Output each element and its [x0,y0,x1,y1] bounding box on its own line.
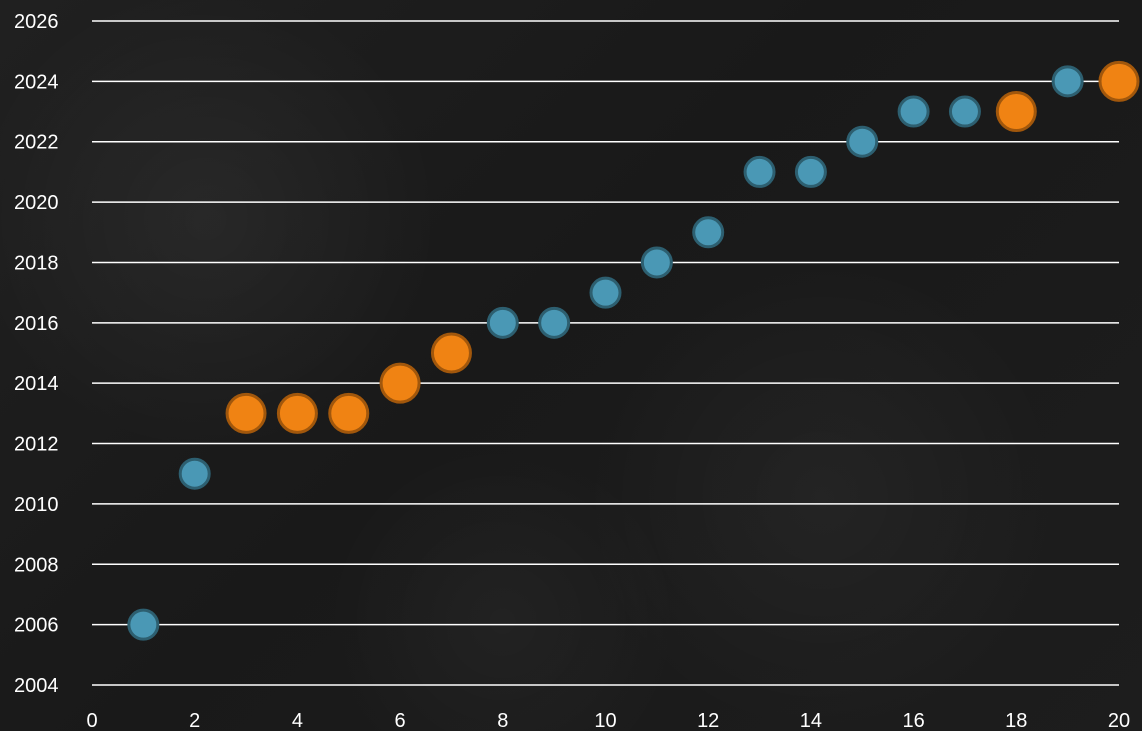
x-tick-label: 12 [697,710,719,731]
data-point [430,332,472,374]
y-tick-label: 2014 [14,373,59,395]
x-tick-label: 10 [594,710,616,731]
y-tick-label: 2018 [14,252,59,274]
y-tick-label: 2010 [14,494,59,516]
x-tick-label: 2 [189,710,200,731]
y-tick-label: 2004 [14,675,59,697]
data-point [846,125,879,158]
data-point [486,306,519,339]
data-point [897,95,930,128]
data-point [127,608,160,641]
x-tick-label: 18 [1005,710,1027,731]
data-point [995,91,1037,133]
data-point [225,392,267,434]
data-points [127,60,1140,641]
gridlines [92,20,1119,686]
x-tick-label: 14 [800,710,822,731]
x-tick-label: 0 [86,710,97,731]
x-tick-label: 6 [395,710,406,731]
x-tick-label: 4 [292,710,303,731]
y-tick-label: 2012 [14,434,59,456]
data-point [276,392,318,434]
data-point [948,95,981,128]
data-point [1051,65,1084,98]
tick-labels: 2026202420222020201820162014201220102008… [14,11,1130,731]
y-tick-label: 2016 [14,313,59,335]
y-tick-label: 2022 [14,132,59,154]
y-tick-label: 2026 [14,11,59,33]
data-point [692,216,725,249]
y-tick-label: 2020 [14,192,59,214]
data-point [538,306,571,339]
data-point [640,246,673,279]
data-point [328,392,370,434]
data-point [178,457,211,490]
data-point [379,362,421,404]
x-tick-label: 8 [497,710,508,731]
data-point [794,155,827,188]
y-tick-label: 2008 [14,554,59,576]
data-point [589,276,622,309]
data-point [743,155,776,188]
y-tick-label: 2006 [14,615,59,637]
x-tick-label: 20 [1108,710,1130,731]
data-point [1098,60,1140,102]
x-tick-label: 16 [902,710,924,731]
y-tick-label: 2024 [14,71,59,93]
